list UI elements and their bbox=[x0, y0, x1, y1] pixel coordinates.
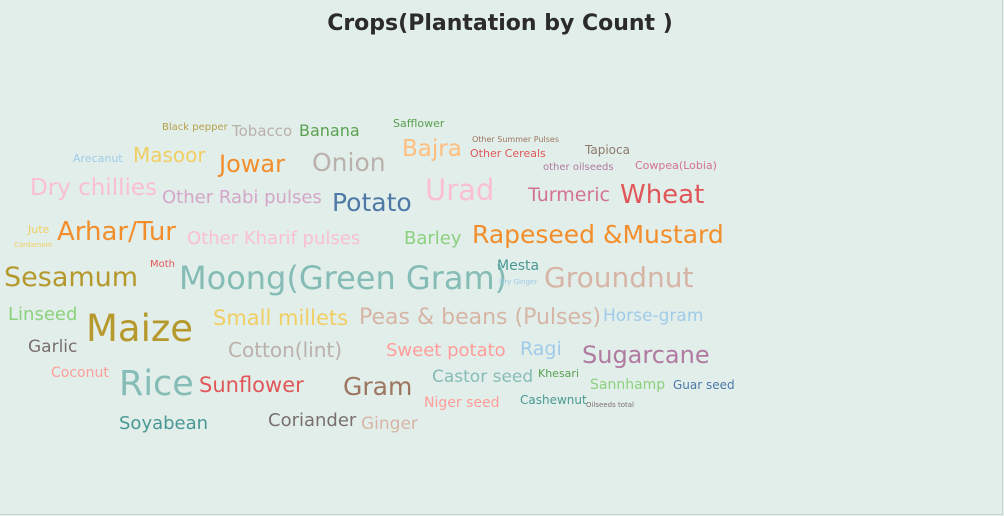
word-sunflower: Sunflower bbox=[199, 373, 304, 397]
word-other-kharif-pulses: Other Kharif pulses bbox=[187, 228, 361, 249]
word-sweet-potato: Sweet potato bbox=[386, 340, 506, 361]
word-onion: Onion bbox=[312, 148, 386, 177]
word-cashewnut: Cashewnut bbox=[520, 393, 587, 407]
word-small-millets: Small millets bbox=[213, 306, 349, 330]
word-coriander: Coriander bbox=[268, 410, 357, 431]
word-tapioca: Tapioca bbox=[585, 143, 630, 157]
word-other-cereals: Other Cereals bbox=[470, 147, 546, 160]
word-garlic: Garlic bbox=[28, 337, 78, 357]
word-wheat: Wheat bbox=[620, 180, 705, 210]
word-moong-green-gram: Moong(Green Gram) bbox=[179, 259, 508, 297]
word-other-rabi-pulses: Other Rabi pulses bbox=[162, 187, 322, 208]
word-turmeric: Turmeric bbox=[528, 184, 610, 206]
word-other-oilseeds: other oilseeds bbox=[543, 162, 614, 173]
word-black-pepper: Black pepper bbox=[162, 122, 228, 133]
word-cowpea-lobia: Cowpea(Lobia) bbox=[635, 159, 717, 172]
word-peas-beans-pulses: Peas & beans (Pulses) bbox=[359, 305, 602, 330]
word-rice: Rice bbox=[119, 364, 194, 404]
word-masoor: Masoor bbox=[133, 143, 206, 167]
word-sugarcane: Sugarcane bbox=[582, 341, 710, 369]
word-urad: Urad bbox=[425, 173, 495, 207]
word-niger-seed: Niger seed bbox=[424, 395, 500, 411]
word-mesta: Mesta bbox=[497, 258, 540, 274]
word-horse-gram: Horse-gram bbox=[603, 306, 704, 326]
word-khesari: Khesari bbox=[538, 367, 580, 380]
word-bajra: Bajra bbox=[402, 136, 462, 162]
word-tobacco: Tobacco bbox=[232, 122, 293, 140]
word-jowar: Jowar bbox=[219, 150, 285, 178]
word-cotton-lint: Cotton(lint) bbox=[228, 338, 343, 362]
word-jute: Jute bbox=[28, 223, 50, 236]
word-oilseeds-total: Oilseeds total bbox=[586, 401, 634, 409]
word-dry-ginger: Dry Ginger bbox=[499, 278, 538, 286]
word-soyabean: Soyabean bbox=[119, 413, 209, 434]
word-ragi: Ragi bbox=[520, 338, 562, 360]
word-other-summer-pulses: Other Summer Pulses bbox=[472, 135, 559, 144]
word-cardamom: Cardamom bbox=[14, 241, 53, 249]
word-arhar-tur: Arhar/Tur bbox=[57, 217, 176, 247]
chart-title: Crops(Plantation by Count ) bbox=[327, 11, 673, 36]
word-barley: Barley bbox=[404, 228, 462, 249]
word-linseed: Linseed bbox=[8, 304, 78, 325]
word-ginger: Ginger bbox=[361, 414, 418, 434]
word-rapeseed-mustard: Rapeseed &Mustard bbox=[472, 220, 724, 249]
word-coconut: Coconut bbox=[51, 365, 109, 381]
word-potato: Potato bbox=[332, 188, 412, 217]
word-safflower: Safflower bbox=[393, 117, 445, 130]
word-sannhamp: Sannhamp bbox=[590, 377, 666, 393]
word-dry-chillies: Dry chillies bbox=[30, 175, 158, 201]
word-banana: Banana bbox=[299, 121, 360, 140]
word-maize: Maize bbox=[86, 307, 194, 350]
word-gram: Gram bbox=[343, 372, 413, 401]
word-castor-seed: Castor seed bbox=[432, 367, 534, 387]
word-moth: Moth bbox=[150, 259, 176, 270]
word-groundnut: Groundnut bbox=[544, 261, 694, 294]
word-arecanut: Arecanut bbox=[73, 152, 123, 165]
word-sesamum: Sesamum bbox=[4, 262, 139, 293]
word-guar-seed: Guar seed bbox=[673, 378, 735, 392]
